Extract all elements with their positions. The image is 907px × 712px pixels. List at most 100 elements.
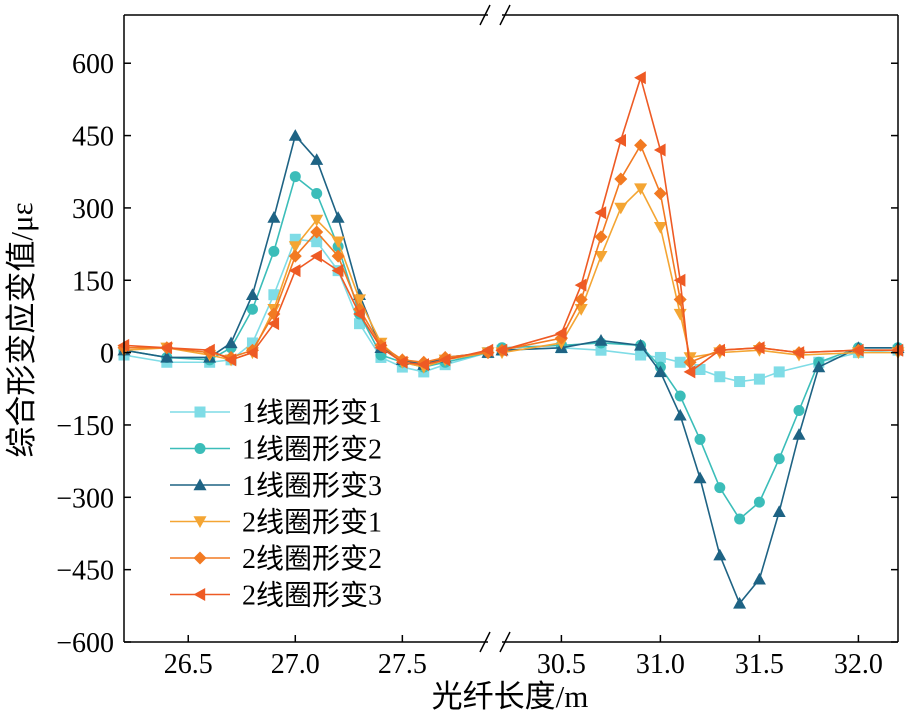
data-point [267,211,281,223]
data-point [288,264,301,278]
y-tick-label: 150 [72,266,114,297]
legend-marker [194,443,206,454]
data-point [653,222,667,234]
series-line-6-right [501,74,898,374]
y-tick-label: −300 [56,483,114,514]
x-tick-label: 30.5 [537,649,586,680]
legend-label: 1线圈形变1 [242,397,382,429]
x-tick-label: 27.5 [378,649,427,680]
data-point [554,326,567,340]
series-line-6-left [123,255,489,366]
data-point [654,351,666,363]
data-point [288,249,302,263]
data-point [595,344,607,356]
y-axis-label: 综合形变应变值/με [4,202,39,457]
axis-break-mark [499,4,511,26]
data-point [683,355,697,369]
data-point [594,250,608,263]
data-point [438,353,451,367]
y-tick-label: −150 [56,411,114,442]
data-point [224,336,238,349]
legend-item-6: 2线圈形变3 [170,580,382,612]
data-point [673,293,687,307]
series-line-3-left [123,133,489,366]
data-point [310,225,324,239]
series-layer [117,71,905,609]
data-point [713,548,727,561]
series-line-2-left [123,175,489,368]
data-point [634,183,648,196]
series-line-4-left [123,218,489,368]
data-point [331,264,344,278]
data-point [793,404,805,416]
legend-label: 1线圈形变2 [242,434,382,466]
data-point [773,453,785,465]
data-point [331,249,345,263]
data-point [310,214,324,227]
data-point [733,596,747,609]
data-point [495,343,508,357]
axis-break-mark [499,631,511,653]
data-point [481,343,494,357]
data-point [160,350,174,363]
data-point [224,353,237,367]
axis-break-mark [479,4,491,26]
y-tick-label: 0 [100,339,114,370]
data-point [311,236,323,248]
data-point [812,360,826,373]
data-point [694,363,706,375]
legend-label: 2线圈形变3 [242,580,382,612]
data-point [653,365,667,378]
data-point [734,513,746,525]
data-point [753,373,765,385]
data-point [634,138,648,152]
data-point [354,318,366,330]
series-line-1-left [123,238,489,373]
data-point [713,343,725,357]
data-point [594,206,607,220]
data-point [594,334,608,346]
data-point [289,233,301,245]
data-point [693,471,707,484]
data-point [311,187,323,199]
data-point [289,171,301,183]
data-point [288,129,302,141]
data-point [673,273,686,287]
data-point [395,355,408,369]
data-point [614,202,628,215]
x-tick-label: 26.5 [164,649,213,680]
data-point [417,358,429,372]
y-tick-label: −450 [56,556,114,587]
legend: 1线圈形变1 1线圈形变2 1线圈形变3 2线圈形变1 2线圈形变2 2线圈形变3 [170,397,382,612]
data-point [714,482,726,494]
data-point [792,346,805,360]
data-point [634,338,648,351]
data-point [753,496,765,508]
data-point [203,343,215,357]
x-axis-label: 光纤长度/m [432,679,589,712]
legend-label: 2线圈形变2 [242,543,382,575]
data-point [160,341,173,355]
data-point [674,356,686,368]
data-point [245,288,259,300]
series-6 [117,71,904,379]
data-point [773,366,785,378]
data-point [246,303,258,315]
data-point [792,428,806,440]
data-point [714,371,726,383]
data-point [268,289,280,301]
data-point [574,278,587,292]
data-point [353,307,365,321]
data-point [653,186,667,200]
y-tick-label: 450 [72,122,114,153]
legend-item-5: 2线圈形变2 [170,543,382,575]
legend-marker [193,551,207,565]
data-point [374,341,387,355]
legend-marker [194,406,206,418]
data-point [268,245,280,257]
x-tick-label: 27.0 [271,649,320,680]
data-point [614,172,628,186]
series-line-5-right [501,143,898,364]
axis-break-mark [479,631,491,653]
